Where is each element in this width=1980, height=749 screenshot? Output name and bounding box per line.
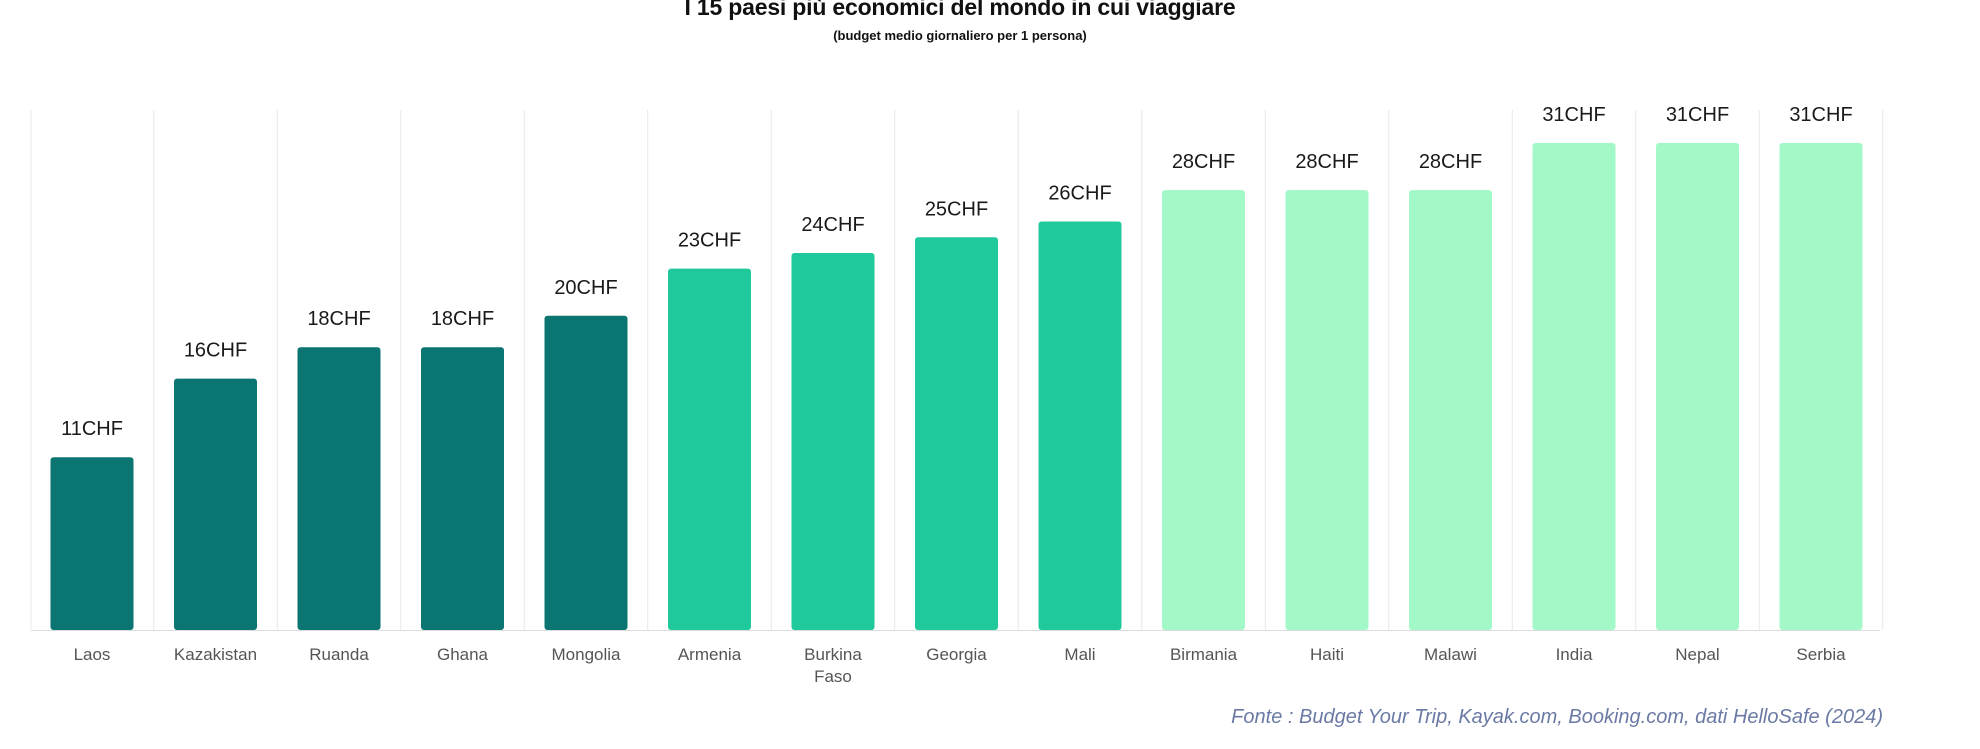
data-label: 16CHF	[184, 340, 247, 362]
bar	[1656, 143, 1739, 630]
data-label: 20CHF	[554, 277, 617, 299]
bar	[1162, 190, 1245, 630]
x-tick-label: Ghana	[437, 645, 489, 664]
data-label: 25CHF	[925, 198, 988, 220]
data-label: 28CHF	[1295, 151, 1358, 173]
x-tick-label: Malawi	[1424, 645, 1477, 664]
source-note: Fonte : Budget Your Trip, Kayak.com, Boo…	[1231, 706, 1883, 728]
bar	[421, 347, 504, 630]
data-label: 18CHF	[431, 308, 494, 330]
x-tick-label: Burkina	[804, 645, 862, 664]
chart-subtitle: (budget medio giornaliero per 1 persona)	[833, 28, 1087, 43]
bar	[1779, 143, 1863, 630]
data-label: 23CHF	[678, 230, 741, 252]
bar	[544, 315, 628, 630]
bar	[668, 268, 751, 630]
x-tick-label: Ruanda	[309, 645, 369, 664]
bar	[791, 252, 875, 630]
bar-chart: 11CHF Laos 16CHF Kazakistan 18CHF Ruanda 18CHF…	[30, 104, 1884, 686]
bar	[1532, 143, 1616, 630]
x-tick-label: Laos	[74, 645, 111, 664]
data-label: 31CHF	[1789, 104, 1852, 126]
bar	[50, 457, 134, 630]
data-label: 26CHF	[1048, 183, 1111, 205]
x-tick-label: Nepal	[1675, 645, 1719, 664]
x-tick-label: Faso	[814, 667, 852, 686]
x-tick-label: Mongolia	[552, 645, 622, 664]
data-label: 24CHF	[801, 214, 864, 236]
data-label: 28CHF	[1172, 151, 1235, 173]
data-label: 11CHF	[61, 418, 123, 440]
data-label: 31CHF	[1542, 104, 1605, 126]
x-tick-label: India	[1556, 645, 1593, 664]
bar	[1409, 190, 1492, 630]
bar	[915, 237, 998, 631]
x-tick-label: Serbia	[1796, 645, 1846, 664]
data-label: 18CHF	[307, 308, 370, 330]
chart-title: I 15 paesi più economici del mondo in cu…	[684, 0, 1236, 20]
x-tick-label: Haiti	[1310, 645, 1344, 664]
x-tick-label: Birmania	[1170, 645, 1238, 664]
bar	[1038, 221, 1122, 630]
x-tick-label: Kazakistan	[174, 645, 257, 664]
x-tick-label: Mali	[1064, 645, 1095, 664]
bar	[174, 378, 257, 630]
data-label: 31CHF	[1666, 104, 1729, 126]
bar	[297, 347, 381, 630]
bar	[1285, 190, 1369, 630]
x-tick-label: Armenia	[678, 645, 742, 664]
x-tick-label: Georgia	[926, 645, 987, 664]
data-label: 28CHF	[1419, 151, 1482, 173]
